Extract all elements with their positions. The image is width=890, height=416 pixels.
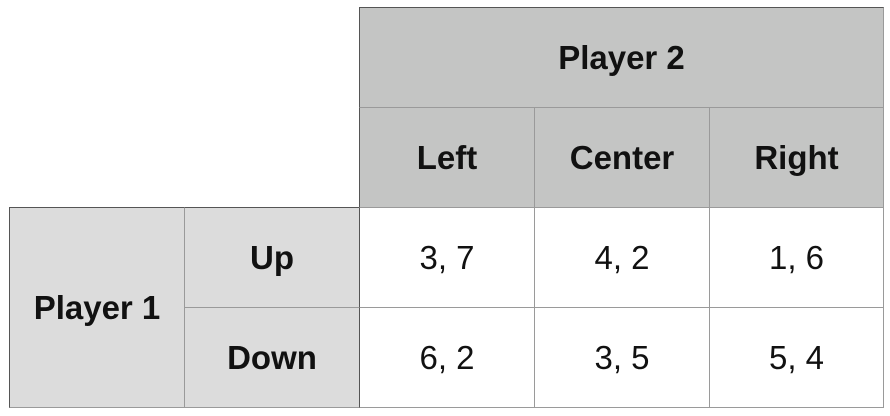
column-header-right: Right — [709, 107, 884, 208]
payoff-down-center: 3, 5 — [534, 307, 710, 408]
column-header-left: Left — [359, 107, 535, 208]
column-header-center: Center — [534, 107, 710, 208]
column-player-header: Player 2 — [359, 7, 884, 108]
payoff-down-left: 6, 2 — [359, 307, 535, 408]
payoff-up-center: 4, 2 — [534, 207, 710, 308]
payoff-down-right: 5, 4 — [709, 307, 884, 408]
row-header-up: Up — [184, 207, 360, 308]
row-header-down: Down — [184, 307, 360, 408]
payoff-up-left: 3, 7 — [359, 207, 535, 308]
payoff-up-right: 1, 6 — [709, 207, 884, 308]
row-player-header: Player 1 — [9, 207, 185, 408]
